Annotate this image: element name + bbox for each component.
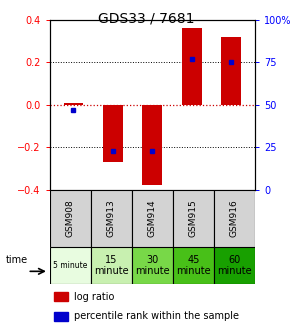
Text: 15
minute: 15 minute	[94, 255, 129, 277]
Bar	[54, 292, 68, 301]
Text: 30
minute: 30 minute	[135, 255, 170, 277]
Text: percentile rank within the sample: percentile rank within the sample	[74, 311, 239, 321]
Bar	[222, 37, 241, 105]
Bar	[173, 247, 214, 284]
Text: 45
minute: 45 minute	[176, 255, 211, 277]
Bar	[173, 190, 214, 247]
Bar	[91, 247, 132, 284]
Text: GSM913: GSM913	[107, 199, 116, 237]
Bar	[214, 190, 255, 247]
Bar	[182, 28, 202, 105]
Text: 60
minute: 60 minute	[217, 255, 252, 277]
Text: time: time	[6, 255, 28, 265]
Bar	[142, 105, 162, 185]
Text: GSM908: GSM908	[66, 199, 75, 237]
Bar	[132, 190, 173, 247]
Bar	[132, 247, 173, 284]
Text: log ratio: log ratio	[74, 292, 115, 302]
Bar	[54, 312, 68, 321]
Bar	[64, 103, 83, 105]
Text: GSM914: GSM914	[148, 199, 157, 237]
Text: GSM915: GSM915	[189, 199, 198, 237]
Bar	[50, 190, 91, 247]
Bar	[103, 105, 123, 162]
Text: 5 minute: 5 minute	[53, 261, 88, 270]
Text: GDS33 / 7681: GDS33 / 7681	[98, 11, 195, 26]
Bar	[50, 247, 91, 284]
Bar	[214, 247, 255, 284]
Text: GSM916: GSM916	[230, 199, 239, 237]
Bar	[91, 190, 132, 247]
